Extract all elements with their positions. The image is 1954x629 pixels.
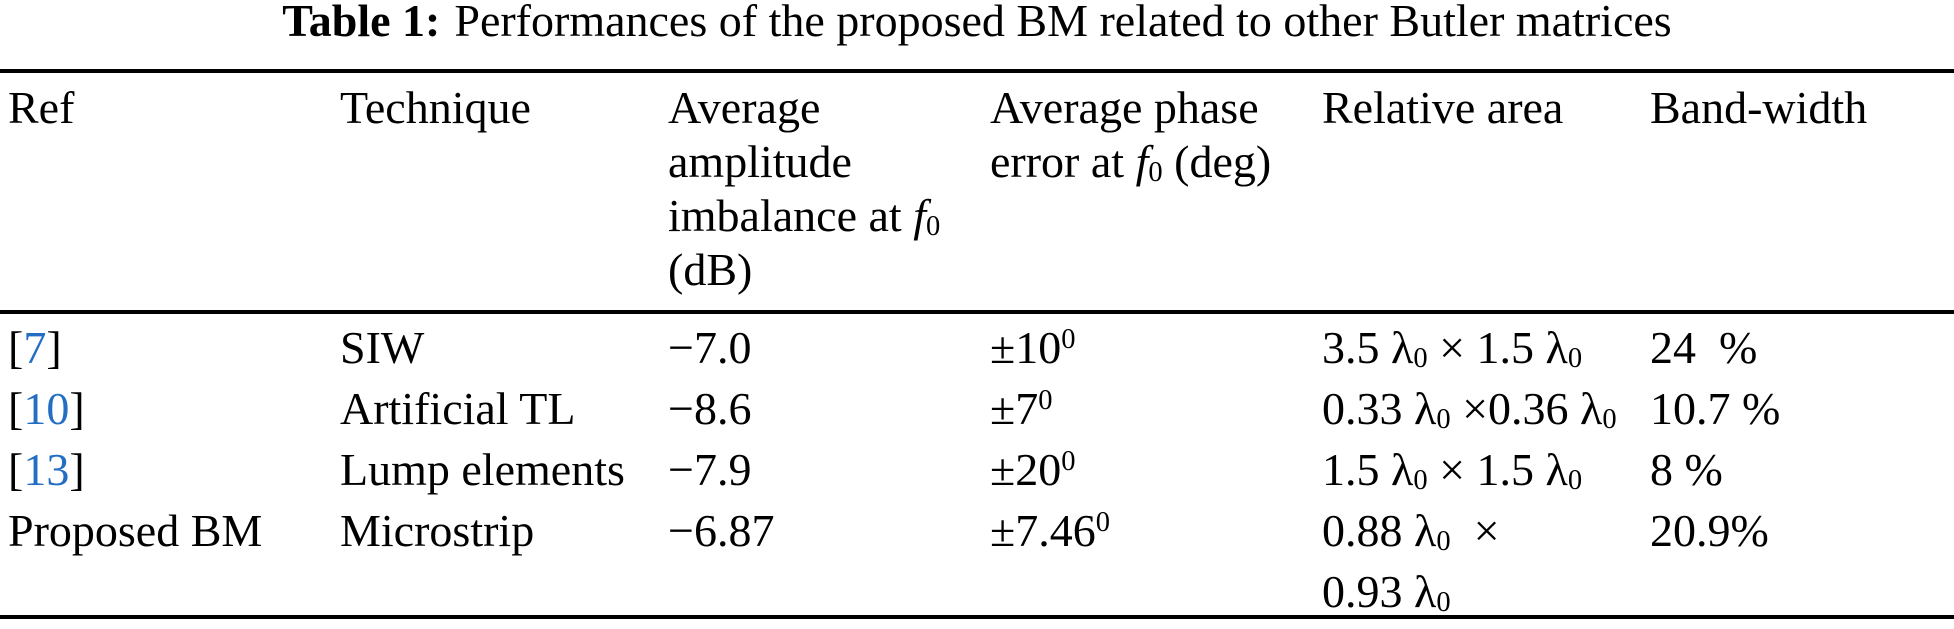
row1-cell-phase: ±70	[990, 383, 1053, 434]
bottom-rule	[0, 615, 1954, 619]
top-rule	[0, 69, 1954, 73]
superscript: 0	[1038, 385, 1053, 417]
header-area: Relative area	[1322, 82, 1564, 133]
row3-cell-bandwidth: 20.9%	[1650, 505, 1769, 556]
italic-text: f	[1135, 136, 1149, 187]
row0-cell-area: 3.5 λ0 × 1.5 λ0	[1322, 322, 1583, 374]
superscript: 0	[1095, 507, 1111, 539]
subscript: 0	[1602, 403, 1617, 435]
row2-cell-technique: Lump elements	[340, 444, 625, 495]
row1-cell-bandwidth: 10.7 %	[1650, 383, 1781, 434]
row0-cell-amplitude: −7.0	[668, 322, 752, 373]
row0-cell-phase: ±100	[990, 322, 1076, 373]
row2-cell-ref: [13]	[8, 444, 85, 495]
row1-cell-area: 0.33 λ0 ×0.36 λ0	[1322, 383, 1617, 435]
row3-cell-area: 0.88 λ0 × 0.93 λ0	[1322, 505, 1500, 618]
caption-text: Performances of the proposed BM related …	[454, 0, 1672, 46]
header-technique: Technique	[340, 82, 531, 133]
subscript: 0	[1567, 464, 1583, 496]
caption-label: Table 1:	[282, 0, 441, 46]
row3-cell-technique: Microstrip	[340, 505, 535, 556]
row0-cell-bandwidth: 24 %	[1650, 322, 1758, 373]
header-phase: Average phase error at f0 (deg)	[990, 82, 1272, 188]
row2-cell-bandwidth: 8 %	[1650, 444, 1723, 495]
table-caption: Table 1: Performances of the proposed BM …	[0, 0, 1954, 44]
subscript: 0	[1567, 342, 1583, 374]
table-body: [7] SIW −7.0 ±100 3.5 λ0 × 1.5 λ0 24 % […	[8, 317, 1946, 622]
row2-cell-phase: ±200	[990, 444, 1076, 495]
header-bandwidth: Band-width	[1650, 82, 1868, 133]
citation-link[interactable]: 10	[23, 383, 70, 434]
row0-cell-technique: SIW	[340, 322, 425, 373]
row3-cell-phase: ±7.460	[990, 505, 1111, 556]
row2-cell-area: 1.5 λ0 × 1.5 λ0	[1322, 444, 1583, 496]
row1-cell-ref: [10]	[8, 383, 85, 434]
citation-link[interactable]: 7	[23, 322, 47, 373]
subscript: 0	[1436, 525, 1451, 557]
row0-cell-ref: [7]	[8, 322, 62, 373]
header-divider-rule	[0, 310, 1954, 314]
table-header-row: Ref Technique Average amplitude imbalance …	[8, 81, 1946, 297]
row2-cell-amplitude: −7.9	[668, 444, 752, 495]
subscript: 0	[1436, 403, 1451, 435]
subscript: 0	[1413, 342, 1428, 374]
row1-cell-amplitude: −8.6	[668, 383, 752, 434]
citation-link[interactable]: 13	[23, 444, 70, 495]
row3-cell-amplitude: −6.87	[668, 505, 775, 556]
header-ref: Ref	[8, 82, 75, 133]
superscript: 0	[1061, 324, 1076, 356]
subscript: 0	[926, 210, 941, 242]
superscript: 0	[1061, 446, 1076, 478]
subscript: 0	[1148, 156, 1163, 188]
italic-text: f	[913, 190, 926, 241]
header-amplitude: Average amplitude imbalance at f0 (dB)	[668, 82, 941, 295]
row3-cell-ref: Proposed BM	[8, 505, 263, 556]
subscript: 0	[1436, 586, 1451, 618]
row1-cell-technique: Artificial TL	[340, 383, 576, 434]
subscript: 0	[1413, 464, 1428, 496]
